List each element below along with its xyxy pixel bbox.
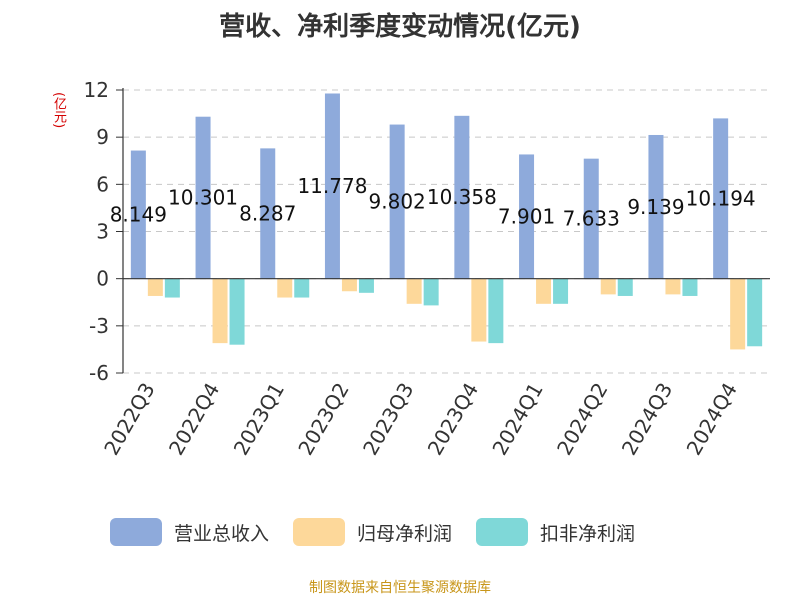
x-tick-label: 2024Q4: [682, 379, 742, 460]
data-label: 8.149: [110, 203, 167, 227]
chart-title: 营收、净利季度变动情况(亿元): [219, 12, 581, 42]
bar-net-profit: [600, 278, 616, 295]
data-label: 10.358: [427, 185, 497, 209]
bar-deducted-profit: [747, 278, 763, 347]
bar-net-profit: [212, 278, 228, 344]
bar-deducted-profit: [617, 278, 633, 296]
bar-net-profit: [341, 278, 357, 292]
bar-revenue: [389, 124, 405, 279]
legend-swatch-deducted-profit: [476, 518, 529, 546]
bar-net-profit: [406, 278, 422, 304]
data-label: 7.901: [498, 205, 555, 229]
legend-item-deducted-profit[interactable]: 扣非净利润: [476, 518, 635, 546]
bar-revenue: [519, 154, 535, 279]
bar-revenue: [648, 134, 664, 279]
y-tick-label: 0: [96, 267, 109, 291]
data-label: 7.633: [563, 207, 620, 231]
bar-revenue: [195, 116, 211, 279]
x-tick-label: 2024Q3: [617, 379, 677, 460]
bar-deducted-profit: [553, 278, 569, 304]
bar-revenue: [324, 93, 340, 279]
x-tick-label: 2023Q2: [293, 379, 353, 460]
x-tick-label: 2024Q2: [552, 379, 612, 460]
legend-item-revenue[interactable]: 营业总收入: [110, 518, 269, 546]
bar-deducted-profit: [164, 278, 180, 298]
bar-revenue: [130, 150, 146, 279]
bar-net-profit: [471, 278, 487, 342]
y-tick-label: 6: [96, 172, 109, 196]
bar-net-profit: [665, 278, 681, 295]
bar-net-profit: [730, 278, 746, 350]
data-label: 10.194: [686, 187, 756, 211]
y-tick-label: 9: [96, 125, 109, 149]
bar-deducted-profit: [358, 278, 374, 293]
bar-revenue: [454, 115, 470, 279]
bar-deducted-profit: [423, 278, 439, 306]
data-label: 8.287: [239, 202, 296, 226]
data-label: 9.802: [369, 190, 426, 214]
legend-swatch-net-profit: [293, 518, 346, 546]
bar-net-profit: [147, 278, 163, 296]
bar-deducted-profit: [682, 278, 698, 296]
x-tick-label: 2024Q1: [487, 379, 547, 460]
y-tick-label: 12: [84, 78, 109, 102]
data-label: 10.301: [168, 186, 238, 210]
bar-deducted-profit: [229, 278, 245, 345]
bar-revenue: [583, 158, 599, 279]
legend-label-revenue: 营业总收入: [174, 522, 270, 545]
x-tick-label: 2022Q3: [99, 379, 159, 460]
bar-deducted-profit: [294, 278, 310, 298]
y-tick-label: -3: [89, 314, 109, 338]
data-label: 11.778: [297, 174, 367, 198]
legend-swatch-revenue: [110, 518, 162, 546]
y-tick-label: 3: [96, 220, 109, 244]
bar-deducted-profit: [488, 278, 504, 344]
x-tick-label: 2023Q3: [358, 379, 418, 460]
source-note: 制图数据来自恒生聚源数据库: [309, 580, 491, 596]
bar-net-profit: [536, 278, 552, 304]
x-tick-label: 2022Q4: [164, 379, 224, 460]
bar-revenue: [713, 118, 729, 279]
y-tick-label: -6: [89, 361, 109, 385]
legend-item-net-profit[interactable]: 归母净利润: [293, 518, 452, 546]
data-label: 9.139: [627, 195, 684, 219]
legend-label-deducted-profit: 扣非净利润: [540, 522, 636, 545]
bar-revenue: [260, 148, 276, 279]
x-tick-label: 2023Q1: [229, 379, 289, 460]
legend-label-net-profit: 归母净利润: [357, 522, 453, 545]
x-tick-label: 2023Q4: [423, 378, 483, 459]
chart-legend: 营业总收入 归母净利润 扣非净利润: [110, 518, 635, 546]
y-axis-label: (亿元): [51, 92, 66, 129]
bar-net-profit: [277, 278, 293, 298]
